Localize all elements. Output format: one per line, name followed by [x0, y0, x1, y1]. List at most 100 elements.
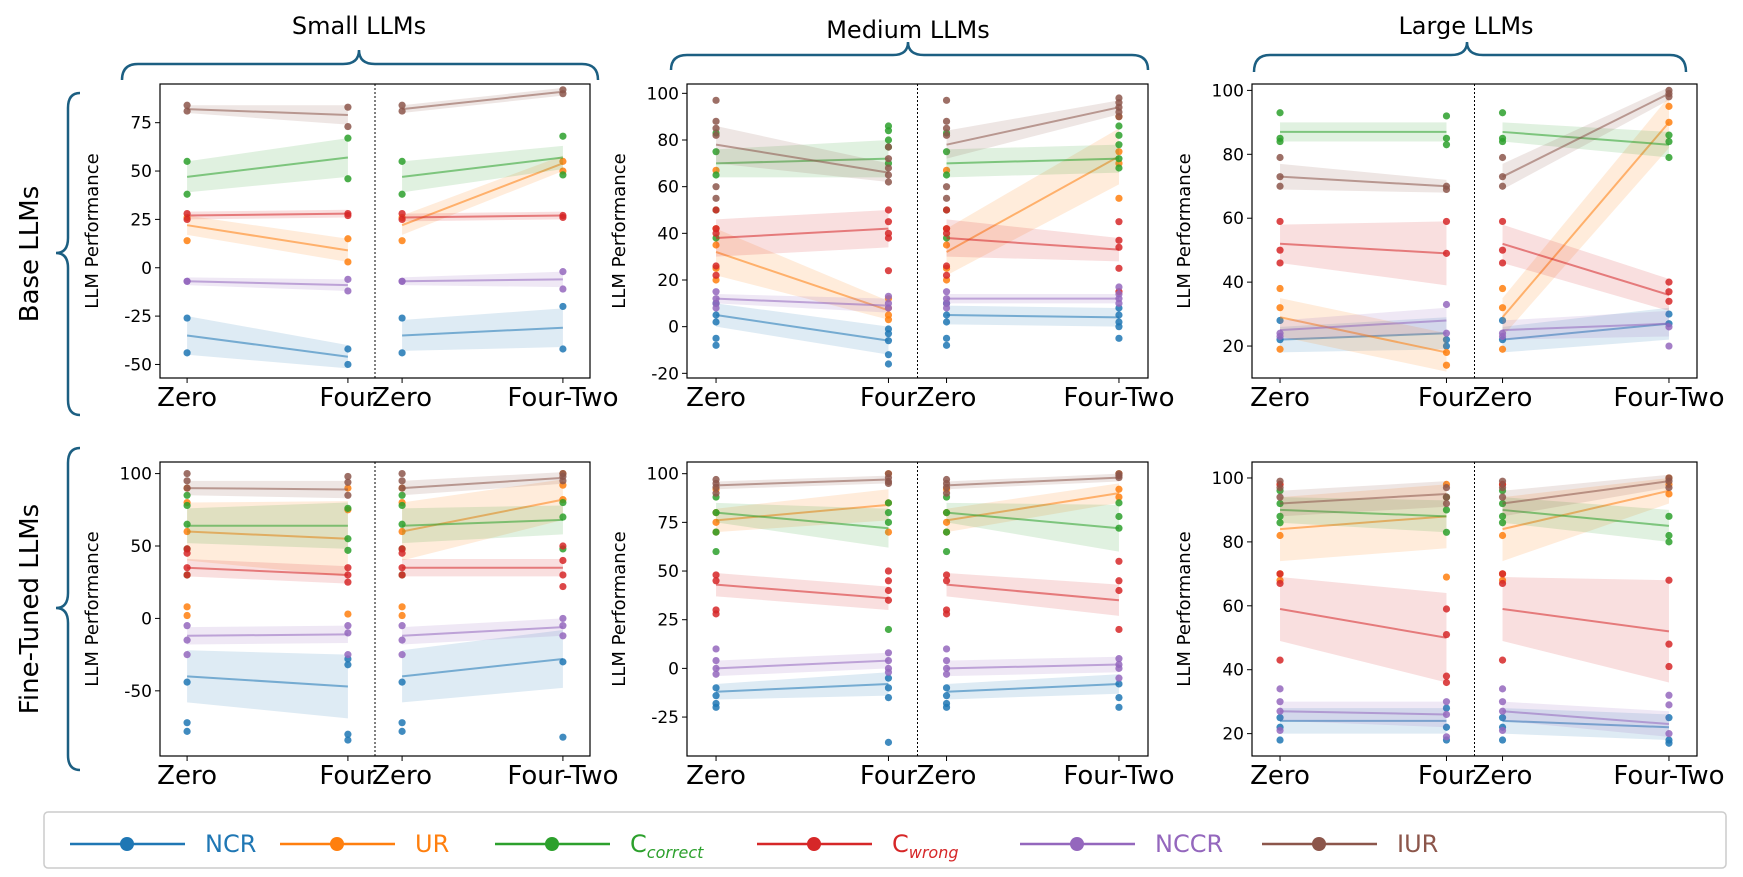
fit-line-Cwrong-A — [715, 583, 889, 600]
point-NCCR — [1115, 664, 1123, 672]
y-tick-label: 60 — [1222, 209, 1244, 229]
y-tick-label: 60 — [1222, 597, 1244, 617]
fit-line-NCCR-A — [187, 633, 348, 637]
point-NCR — [1115, 323, 1123, 331]
point-IUR — [942, 489, 951, 497]
point-NCCR — [884, 668, 893, 676]
point-Ccorrect — [884, 625, 893, 634]
point-Ccorrect — [344, 535, 352, 543]
y-tick-label: 25 — [657, 611, 679, 631]
point-UR — [344, 258, 352, 266]
point-UR — [884, 528, 893, 536]
point-NCCR — [942, 670, 951, 678]
x-tick-label: Zero — [917, 383, 977, 413]
point-IUR — [398, 477, 406, 485]
band-NCCR-A — [1280, 701, 1447, 728]
fit-line-IUR-A — [187, 487, 348, 491]
point-IUR — [398, 469, 406, 478]
legend-label: NCCR — [1155, 830, 1223, 858]
point-Ccorrect — [183, 520, 191, 528]
band-IUR-A — [716, 126, 889, 182]
point-NCR — [398, 678, 406, 686]
point-Cwrong — [1276, 246, 1284, 254]
point-Cwrong — [884, 234, 893, 242]
point-NCR — [559, 733, 567, 741]
fit-line-Cwrong-B — [402, 214, 563, 219]
point-UR — [942, 518, 951, 526]
x-tick-label: Zero — [372, 383, 432, 413]
y-tick-label: 75 — [130, 114, 152, 134]
point-NCCR — [1276, 726, 1284, 735]
point-Cwrong — [1442, 217, 1451, 226]
point-NCCR — [884, 292, 893, 300]
point-Cwrong — [884, 206, 893, 214]
point-NCR — [1665, 714, 1673, 722]
fit-line-NCR-B — [1502, 719, 1670, 729]
y-tick-label: 20 — [1222, 725, 1244, 745]
x-tick-label: Zero — [686, 761, 746, 791]
point-Cwrong — [1665, 297, 1673, 305]
point-UR — [1276, 304, 1284, 312]
point-NCCR — [344, 622, 352, 630]
fit-line-IUR-A — [187, 108, 348, 116]
point-IUR — [344, 478, 352, 486]
fit-line-NCR-A — [715, 682, 889, 693]
band-Ccorrect-A — [1280, 497, 1447, 533]
point-Cwrong — [183, 215, 191, 223]
point-Cwrong — [559, 213, 567, 222]
y-axis-label: LLM Performance — [82, 531, 103, 686]
x-tick-label: Four-Two — [507, 761, 618, 791]
point-NCR — [712, 692, 720, 700]
point-Cwrong — [1115, 586, 1123, 595]
point-Ccorrect — [559, 132, 567, 140]
fit-line-Ccorrect-B — [1502, 508, 1670, 527]
x-tick-label: Zero — [1250, 383, 1310, 413]
point-Ccorrect — [1115, 499, 1123, 507]
band-Cwrong-B — [946, 219, 1119, 262]
band-UR-A — [716, 489, 889, 533]
y-tick-label: 50 — [130, 537, 152, 557]
point-Ccorrect — [344, 134, 352, 142]
point-UR — [398, 527, 406, 536]
point-Ccorrect — [884, 509, 893, 517]
point-UR — [1115, 493, 1123, 501]
fit-line-NCCR-A — [715, 659, 889, 670]
point-Cwrong — [1665, 640, 1673, 648]
y-tick-label: 0 — [668, 659, 679, 679]
point-Cwrong — [398, 564, 406, 572]
fit-line-NCCR-A — [1280, 710, 1447, 716]
point-IUR — [712, 131, 720, 139]
point-IUR — [559, 90, 567, 98]
legend-label: IUR — [1397, 830, 1438, 858]
point-NCR — [884, 337, 893, 345]
fit-line-Ccorrect-B — [946, 157, 1119, 165]
y-tick-label: 40 — [1222, 273, 1244, 293]
point-NCR — [884, 330, 893, 338]
point-NCCR — [1498, 726, 1507, 735]
band-NCCR-A — [716, 294, 889, 313]
point-NCCR — [884, 649, 893, 657]
point-NCR — [559, 345, 567, 353]
point-NCCR — [559, 268, 567, 276]
point-Ccorrect — [1442, 141, 1451, 149]
point-NCCR — [183, 277, 191, 285]
point-UR — [183, 237, 191, 245]
point-IUR — [942, 117, 951, 125]
point-IUR — [1498, 182, 1507, 190]
point-NCR — [398, 349, 406, 357]
point-IUR — [712, 96, 720, 104]
fit-line-NCR-B — [946, 682, 1120, 693]
x-tick-label: Four-Two — [1063, 383, 1174, 413]
point-Ccorrect — [712, 528, 720, 536]
point-NCCR — [942, 288, 951, 296]
point-Cwrong — [712, 571, 720, 579]
row-title-base: Base LLMs — [15, 186, 45, 323]
point-NCCR — [559, 622, 567, 630]
point-IUR — [183, 101, 191, 109]
point-Cwrong — [1115, 236, 1123, 244]
x-tick-label: Four-Two — [507, 383, 618, 413]
y-tick-label: 25 — [130, 210, 152, 230]
point-NCCR — [1115, 674, 1123, 682]
point-NCR — [1276, 714, 1284, 722]
fit-line-Cwrong-B — [1502, 242, 1670, 296]
